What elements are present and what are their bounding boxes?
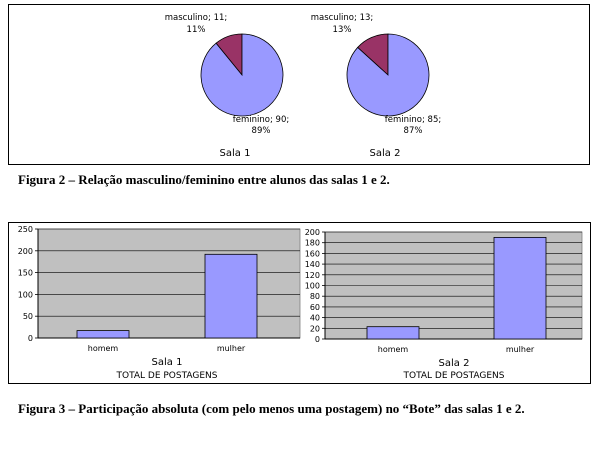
- plot-area: [37, 228, 301, 339]
- y-tick-label: 200: [18, 247, 33, 256]
- y-tick-label: 40: [310, 314, 320, 323]
- y-tick-label: 160: [305, 249, 320, 258]
- pie-label-feminino-line2: 89%: [252, 126, 271, 136]
- x-category-label: homem: [88, 344, 119, 353]
- y-tick-label: 20: [310, 324, 320, 333]
- pie-label-feminino-line2: 87%: [404, 126, 423, 136]
- y-tick-label: 100: [18, 290, 33, 299]
- y-tick-label: 200: [305, 228, 320, 237]
- y-tick-label: 80: [310, 292, 320, 301]
- bar-chart-1: 0 50 100 150 200 250 homem mulher Sala 1 TOTAL DE…: [18, 225, 301, 381]
- pie-chart-room-label: Sala 2: [370, 148, 401, 159]
- pie-slice-feminino: [346, 33, 430, 117]
- y-tick-label: 60: [310, 303, 320, 312]
- figure-3-panel: 0 50 100 150 200 250 homem mulher Sala 1 TOTAL DE…: [8, 222, 591, 384]
- bar-chart-room-label: Sala 2: [439, 358, 470, 369]
- y-tick-label: 250: [18, 225, 33, 234]
- y-tick-label: 140: [305, 260, 320, 269]
- pie-label-feminino-line1: feminino; 90;: [233, 115, 289, 125]
- pie-label-masculino-line2: 13%: [333, 25, 352, 35]
- bar-chart-subtitle: TOTAL DE POSTAGENS: [115, 371, 217, 381]
- bar-homem: [366, 326, 420, 340]
- bar-homem: [76, 330, 130, 339]
- pie-label-masculino-line2: 11%: [187, 25, 206, 35]
- figure-2-caption: Figura 2 – Relação masculino/feminino en…: [18, 172, 390, 187]
- pie-label-masculino-line1: masculino; 11;: [165, 13, 228, 23]
- bar-chart-subtitle: TOTAL DE POSTAGENS: [402, 371, 504, 381]
- x-category-label: homem: [378, 345, 409, 354]
- pie-chart-1: masculino; 11; 11% feminino; 90;89% Sala 1: [165, 13, 290, 159]
- figure-2-pie-charts: masculino; 11;11%feminino; 90;89%Sala 1m…: [165, 13, 442, 159]
- x-category-label: mulher: [217, 344, 246, 353]
- pie-slice-feminino: [200, 33, 284, 117]
- y-tick-label: 0: [28, 334, 33, 343]
- x-category-label: mulher: [506, 345, 535, 354]
- bar-mulher: [204, 253, 258, 339]
- y-tick-label: 100: [305, 282, 320, 291]
- bar-mulher: [493, 236, 547, 340]
- y-tick-label: 180: [305, 239, 320, 248]
- y-tick-label: 120: [305, 271, 320, 280]
- pie-label-masculino-line1: masculino; 13;: [311, 13, 374, 23]
- bar-chart-room-label: Sala 1: [152, 357, 183, 368]
- pie-chart-2: masculino; 13; 13% feminino; 85;87% Sala 2: [311, 13, 442, 159]
- y-tick-label: 150: [18, 269, 33, 278]
- y-tick-label: 0: [315, 335, 320, 344]
- pie-chart-room-label: Sala 1: [220, 148, 251, 159]
- figure-3-caption: Figura 3 – Participação absoluta (com pe…: [18, 401, 525, 416]
- y-tick-label: 50: [23, 312, 33, 321]
- pie-label-feminino-line1: feminino; 85;: [385, 115, 441, 125]
